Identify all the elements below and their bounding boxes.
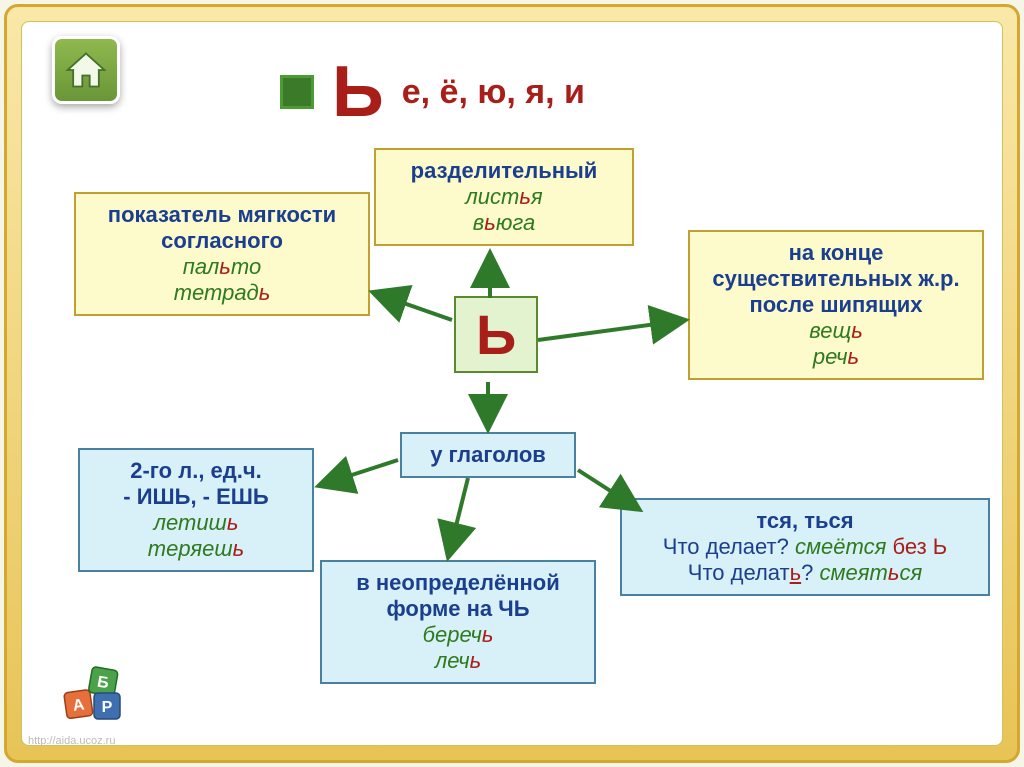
label: на конце xyxy=(702,240,970,266)
label: 2-го л., ед.ч. xyxy=(92,458,300,484)
example: листья xyxy=(388,184,620,210)
box-verbs-label: у глаголов xyxy=(400,432,576,478)
label: существительных ж.р. xyxy=(702,266,970,292)
example: летишь xyxy=(92,510,300,536)
center-node: Ь xyxy=(454,296,538,373)
label: в неопределённой xyxy=(334,570,582,596)
label: после шипящих xyxy=(702,292,970,318)
box-infinitive: в неопределённой форме на ЧЬ беречь лечь xyxy=(320,560,596,684)
watermark: http://aida.ucoz.ru xyxy=(28,735,115,747)
example: лечь xyxy=(334,648,582,674)
box-separating: разделительный листья вьюга xyxy=(374,148,634,246)
home-button[interactable] xyxy=(52,36,120,104)
box-second-person: 2-го л., ед.ч. - ИШЬ, - ЕШЬ летишь теряе… xyxy=(78,448,314,572)
label: - ИШЬ, - ЕШЬ xyxy=(92,484,300,510)
example: Что делает? смеётся без Ь xyxy=(634,534,976,560)
example: вьюга xyxy=(388,210,620,236)
alphabet-blocks-icon: А Б Р xyxy=(58,663,128,723)
example: тетрадь xyxy=(88,280,356,306)
bullet-square xyxy=(280,75,314,109)
box-tsya: тся, ться Что делает? смеётся без Ь Что … xyxy=(620,498,990,596)
title-letter: Ь xyxy=(332,60,384,125)
house-icon xyxy=(64,48,108,92)
svg-text:Р: Р xyxy=(102,699,113,716)
box-hissing: на конце существительных ж.р. после шипя… xyxy=(688,230,984,380)
label: разделительный xyxy=(388,158,620,184)
box-softness: показатель мягкости согласного пальто те… xyxy=(74,192,370,316)
example: беречь xyxy=(334,622,582,648)
label: тся, ться xyxy=(634,508,976,534)
example: вещь xyxy=(702,318,970,344)
example: речь xyxy=(702,344,970,370)
example: теряешь xyxy=(92,536,300,562)
label: показатель мягкости xyxy=(88,202,356,228)
label: согласного xyxy=(88,228,356,254)
example: пальто xyxy=(88,254,356,280)
title-row: Ь е, ё, ю, я, и xyxy=(280,60,585,125)
example: Что делать? смеяться xyxy=(634,560,976,586)
title-vowels: е, ё, ю, я, и xyxy=(402,73,585,112)
label: форме на ЧЬ xyxy=(334,596,582,622)
